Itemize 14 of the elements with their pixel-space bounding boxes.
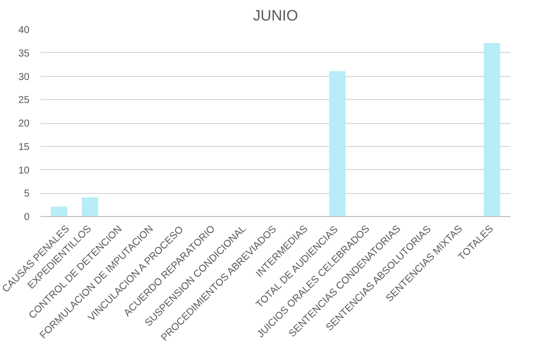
bar <box>484 43 500 216</box>
y-tick-label: 10 <box>18 165 30 176</box>
y-tick-label: 5 <box>24 188 30 200</box>
y-tick-label: 25 <box>18 95 30 106</box>
y-tick-label: 30 <box>18 72 30 83</box>
y-tick-label: 15 <box>18 142 30 153</box>
y-tick-label: 0 <box>24 212 30 223</box>
y-tick-label: 40 <box>18 25 30 36</box>
chart-title: JUNIO <box>253 8 298 24</box>
y-tick-label: 35 <box>18 48 30 60</box>
y-tick-label: 20 <box>18 118 30 130</box>
bar <box>329 71 346 216</box>
bar <box>82 197 98 216</box>
bar <box>50 206 68 216</box>
